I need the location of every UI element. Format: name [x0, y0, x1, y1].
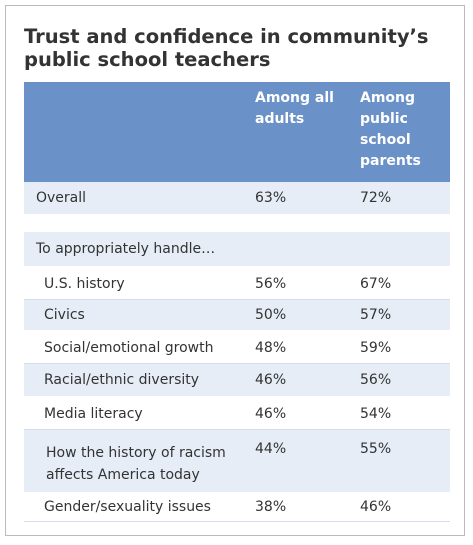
row-label: Overall: [36, 190, 87, 206]
table-row: Social/emotional growth 48% 59%: [24, 332, 450, 364]
table-row: Racial/ethnic diversity 46% 56%: [24, 364, 450, 396]
cell-value: 46%: [255, 372, 287, 388]
cell-value: 55%: [360, 441, 392, 457]
table-row: Media literacy 46% 54%: [24, 398, 450, 430]
cell-value: 54%: [360, 406, 392, 422]
row-label: Gender/sexuality issues: [44, 499, 211, 515]
cell-value: 44%: [255, 441, 287, 457]
table-row: Civics 50% 57%: [24, 300, 450, 330]
row-label: Social/emotional growth: [44, 340, 214, 356]
column-header: Among all adults: [255, 90, 334, 127]
cell-value: 57%: [360, 307, 392, 323]
row-label: How the history of racism affects Americ…: [46, 445, 226, 483]
column-header: Among public school parents: [360, 90, 421, 169]
row-label: To appropriately handle…: [36, 241, 216, 257]
table-row: Gender/sexuality issues 38% 46%: [24, 492, 450, 522]
cell-value: 59%: [360, 340, 392, 356]
row-label: U.S. history: [44, 276, 125, 292]
row-label: Civics: [44, 307, 85, 323]
cell-value: 67%: [360, 276, 392, 292]
cell-value: 48%: [255, 340, 287, 356]
table-row: U.S. history 56% 67%: [24, 268, 450, 300]
cell-value: 63%: [255, 190, 287, 206]
table-header: Among all adults Among public school par…: [24, 82, 450, 182]
cell-value: 38%: [255, 499, 287, 515]
table-row: To appropriately handle…: [24, 232, 450, 266]
frame: [5, 5, 465, 536]
cell-value: 56%: [360, 372, 392, 388]
cell-value: 56%: [255, 276, 287, 292]
cell-value: 50%: [255, 307, 287, 323]
row-label: Racial/ethnic diversity: [44, 372, 200, 388]
table-row: Overall 63% 72%: [24, 182, 450, 214]
title: Trust and confidence in community’s publ…: [24, 25, 429, 71]
cell-value: 46%: [255, 406, 287, 422]
cell-value: 72%: [360, 190, 392, 206]
row-label: Media literacy: [44, 406, 143, 422]
cell-value: 46%: [360, 499, 392, 515]
table-row: How the history of racism affects Americ…: [24, 430, 450, 492]
